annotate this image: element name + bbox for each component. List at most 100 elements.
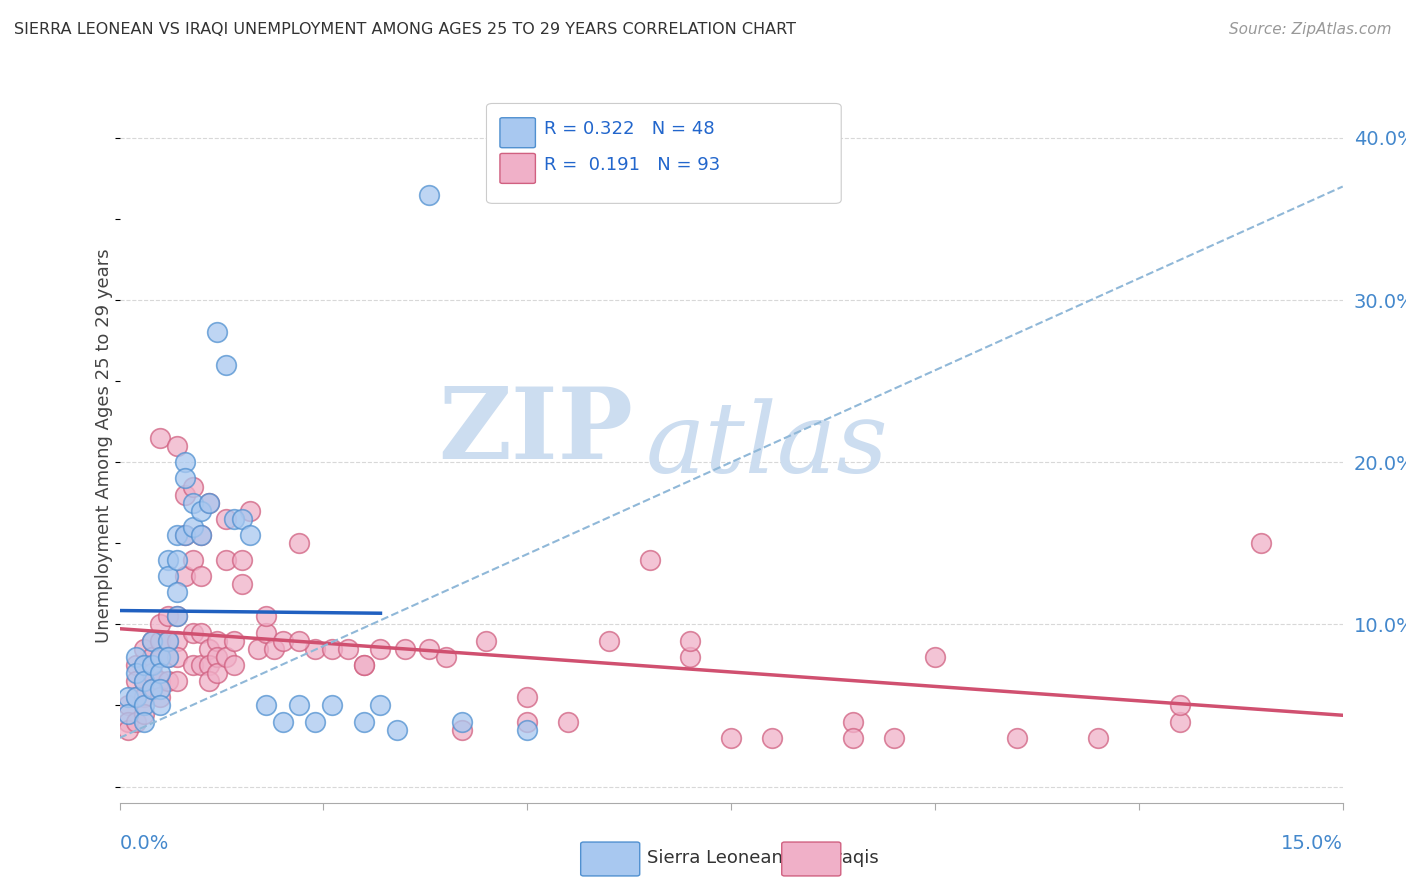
- Point: [149, 649, 172, 664]
- Text: R = 0.322   N = 48: R = 0.322 N = 48: [544, 120, 714, 138]
- Y-axis label: Unemployment Among Ages 25 to 29 years: Unemployment Among Ages 25 to 29 years: [94, 249, 112, 643]
- Point: [288, 698, 311, 713]
- Point: [207, 326, 229, 340]
- Point: [385, 723, 408, 737]
- Point: [141, 682, 163, 697]
- FancyBboxPatch shape: [501, 118, 536, 148]
- Point: [157, 633, 180, 648]
- Point: [173, 455, 195, 469]
- Point: [166, 633, 188, 648]
- Point: [207, 633, 229, 648]
- Point: [198, 657, 221, 672]
- Point: [173, 528, 195, 542]
- Point: [353, 657, 375, 672]
- Point: [149, 431, 172, 445]
- Text: 0.0%: 0.0%: [120, 834, 169, 853]
- Point: [1168, 714, 1191, 729]
- Point: [190, 504, 212, 518]
- Point: [288, 633, 311, 648]
- Point: [198, 641, 221, 656]
- Point: [842, 731, 865, 745]
- Point: [198, 674, 221, 689]
- Point: [190, 528, 212, 542]
- Point: [451, 723, 474, 737]
- Point: [207, 649, 229, 664]
- Point: [117, 723, 139, 737]
- Point: [190, 528, 212, 542]
- Point: [321, 698, 343, 713]
- Point: [638, 552, 661, 566]
- Point: [173, 568, 195, 582]
- Point: [720, 731, 742, 745]
- Point: [214, 358, 236, 372]
- Point: [451, 714, 474, 729]
- Point: [214, 552, 236, 566]
- Point: [132, 657, 155, 672]
- Point: [679, 649, 702, 664]
- Point: [336, 641, 359, 656]
- Point: [190, 568, 212, 582]
- Point: [883, 731, 905, 745]
- Point: [141, 633, 163, 648]
- Point: [157, 649, 180, 664]
- Point: [141, 649, 163, 664]
- Point: [166, 552, 188, 566]
- Point: [166, 439, 188, 453]
- Point: [166, 649, 188, 664]
- Point: [132, 706, 155, 721]
- Point: [263, 641, 285, 656]
- Point: [475, 633, 498, 648]
- Point: [157, 568, 180, 582]
- Text: Iraqis: Iraqis: [830, 849, 879, 867]
- Point: [198, 496, 221, 510]
- Point: [214, 649, 236, 664]
- Text: Source: ZipAtlas.com: Source: ZipAtlas.com: [1229, 22, 1392, 37]
- Point: [149, 649, 172, 664]
- Text: Sierra Leoneans: Sierra Leoneans: [647, 849, 792, 867]
- Point: [149, 633, 172, 648]
- Point: [157, 674, 180, 689]
- Point: [157, 633, 180, 648]
- Point: [304, 641, 326, 656]
- Point: [181, 496, 204, 510]
- Point: [157, 649, 180, 664]
- Point: [125, 649, 148, 664]
- Point: [125, 674, 148, 689]
- Point: [247, 641, 270, 656]
- Point: [394, 641, 416, 656]
- Point: [181, 552, 204, 566]
- Point: [190, 625, 212, 640]
- Text: ZIP: ZIP: [439, 384, 633, 480]
- Point: [418, 641, 440, 656]
- Point: [231, 552, 253, 566]
- Point: [321, 641, 343, 656]
- Point: [434, 649, 457, 664]
- Point: [222, 512, 245, 526]
- Point: [166, 609, 188, 624]
- Text: R =  0.191   N = 93: R = 0.191 N = 93: [544, 155, 720, 174]
- Point: [370, 641, 392, 656]
- Text: atlas: atlas: [645, 399, 889, 493]
- Point: [173, 528, 195, 542]
- Point: [418, 187, 440, 202]
- Point: [842, 714, 865, 729]
- Point: [207, 666, 229, 681]
- Point: [271, 633, 294, 648]
- Point: [370, 698, 392, 713]
- Point: [166, 609, 188, 624]
- Point: [181, 625, 204, 640]
- Point: [149, 666, 172, 681]
- Point: [149, 698, 172, 713]
- FancyBboxPatch shape: [501, 153, 536, 184]
- Point: [271, 714, 294, 729]
- Point: [166, 674, 188, 689]
- Point: [254, 625, 277, 640]
- Point: [516, 714, 538, 729]
- Point: [288, 536, 311, 550]
- Point: [132, 690, 155, 705]
- Point: [516, 723, 538, 737]
- Point: [149, 682, 172, 697]
- Point: [190, 657, 212, 672]
- Point: [231, 577, 253, 591]
- Point: [132, 641, 155, 656]
